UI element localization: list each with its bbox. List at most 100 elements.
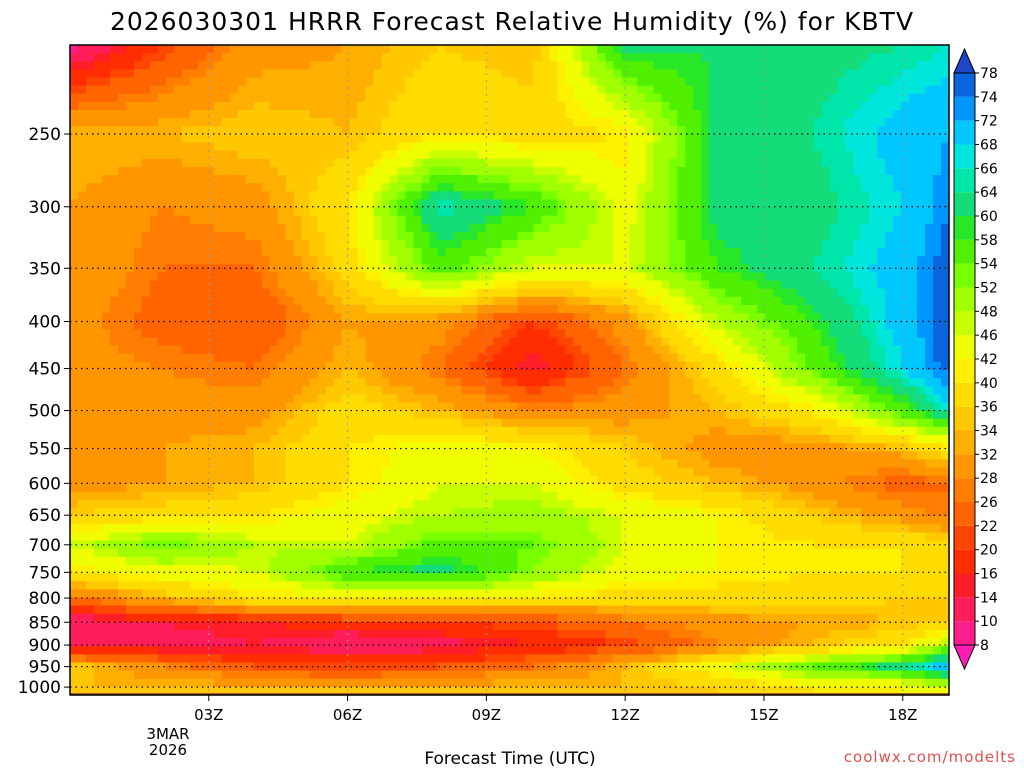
- humidity-cell: [325, 93, 335, 103]
- humidity-cell: [101, 231, 111, 241]
- humidity-cell: [341, 410, 351, 420]
- humidity-cell: [525, 280, 535, 290]
- humidity-cell: [941, 207, 950, 217]
- humidity-cell: [205, 215, 215, 225]
- humidity-cell: [445, 402, 455, 412]
- humidity-cell: [197, 370, 207, 379]
- humidity-cell: [837, 394, 846, 404]
- humidity-cell: [317, 240, 327, 249]
- humidity-cell: [597, 264, 606, 274]
- humidity-cell: [213, 166, 223, 176]
- humidity-cell: [373, 175, 383, 184]
- humidity-cell: [565, 150, 575, 160]
- humidity-cell: [405, 410, 415, 420]
- humidity-cell: [861, 329, 870, 339]
- humidity-cell: [565, 215, 575, 225]
- humidity-cell: [125, 402, 135, 412]
- humidity-cell: [453, 386, 463, 395]
- humidity-cell: [213, 118, 223, 127]
- humidity-cell: [701, 85, 710, 95]
- humidity-cell: [165, 134, 175, 144]
- humidity-cell: [501, 175, 511, 184]
- humidity-cell: [309, 175, 319, 184]
- humidity-cell: [589, 101, 598, 111]
- humidity-cell: [845, 345, 854, 355]
- humidity-cell: [301, 158, 311, 168]
- humidity-cell: [365, 45, 375, 54]
- humidity-cell: [149, 329, 159, 339]
- humidity-cell: [933, 402, 942, 412]
- humidity-cell: [197, 313, 207, 322]
- humidity-cell: [213, 101, 223, 111]
- humidity-cell: [781, 248, 790, 257]
- humidity-cell: [685, 305, 694, 314]
- humidity-cell: [709, 93, 718, 103]
- humidity-cell: [349, 402, 359, 412]
- humidity-cell: [245, 321, 255, 330]
- humidity-cell: [605, 386, 614, 395]
- humidity-cell: [205, 402, 215, 412]
- humidity-cell: [757, 61, 766, 70]
- humidity-cell: [861, 207, 870, 217]
- humidity-cell: [533, 150, 543, 160]
- humidity-cell: [669, 166, 678, 176]
- humidity-cell: [613, 61, 622, 70]
- humidity-cell: [853, 361, 862, 371]
- humidity-cell: [821, 280, 830, 290]
- humidity-cell: [237, 110, 247, 119]
- humidity-cell: [117, 386, 127, 395]
- humidity-cell: [149, 134, 159, 144]
- humidity-cell: [533, 110, 543, 119]
- humidity-cell: [917, 296, 926, 306]
- humidity-cell: [701, 272, 710, 282]
- humidity-cell: [797, 394, 806, 404]
- humidity-cell: [789, 296, 798, 306]
- humidity-cell: [277, 183, 287, 192]
- humidity-cell: [757, 248, 766, 257]
- humidity-cell: [85, 150, 95, 160]
- humidity-cell: [749, 402, 758, 412]
- humidity-cell: [437, 353, 447, 363]
- humidity-cell: [141, 45, 151, 54]
- humidity-cell: [333, 280, 343, 290]
- humidity-cell: [381, 296, 391, 306]
- humidity-cell: [157, 361, 167, 371]
- humidity-cell: [533, 158, 543, 168]
- humidity-cell: [661, 166, 670, 176]
- humidity-cell: [893, 101, 902, 111]
- humidity-cell: [421, 248, 431, 257]
- humidity-cell: [445, 305, 455, 314]
- humidity-cell: [317, 394, 327, 404]
- humidity-cell: [109, 231, 119, 241]
- humidity-cell: [485, 345, 495, 355]
- humidity-cell: [773, 142, 782, 152]
- humidity-cell: [293, 183, 303, 192]
- humidity-cell: [701, 231, 710, 241]
- humidity-cell: [605, 77, 614, 87]
- humidity-cell: [101, 101, 111, 111]
- humidity-cell: [101, 280, 111, 290]
- humidity-cell: [229, 93, 239, 103]
- humidity-cell: [133, 264, 143, 274]
- humidity-cell: [605, 321, 614, 330]
- humidity-cell: [805, 280, 814, 290]
- humidity-cell: [189, 183, 199, 192]
- humidity-cell: [365, 240, 375, 249]
- humidity-cell: [245, 199, 255, 209]
- humidity-cell: [157, 280, 167, 290]
- humidity-cell: [805, 223, 814, 233]
- humidity-cell: [485, 329, 495, 339]
- humidity-cell: [429, 101, 439, 111]
- humidity-cell: [493, 288, 503, 298]
- humidity-cell: [157, 45, 167, 54]
- humidity-cell: [509, 77, 519, 87]
- humidity-cell: [565, 272, 575, 282]
- humidity-cell: [829, 215, 838, 225]
- humidity-cell: [197, 207, 207, 217]
- humidity-cell: [629, 361, 638, 371]
- humidity-cell: [461, 386, 471, 395]
- humidity-cell: [541, 191, 551, 200]
- humidity-cell: [373, 101, 383, 111]
- humidity-cell: [605, 126, 614, 135]
- humidity-cell: [621, 85, 630, 95]
